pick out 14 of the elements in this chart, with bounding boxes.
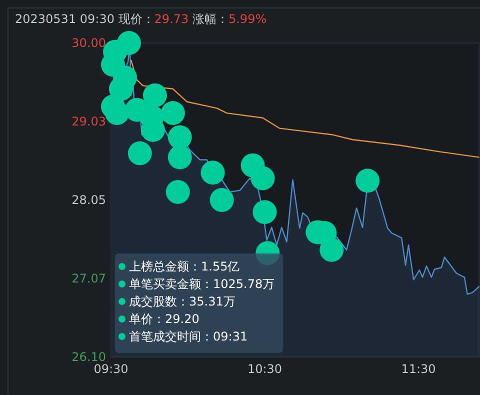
x-tick-label: 11:30 bbox=[401, 362, 436, 376]
y-tick-label: 30.00 bbox=[72, 36, 106, 50]
annotation: 首笔成交时间：09:31 bbox=[129, 330, 248, 344]
y-tick-label: 27.07 bbox=[72, 272, 106, 286]
x-tick-label: 10:30 bbox=[247, 362, 282, 376]
annotation: 上榜总金额：1.55亿 bbox=[129, 260, 240, 274]
y-tick-label: 26.10 bbox=[72, 350, 106, 364]
y-tick-label: 28.05 bbox=[72, 193, 106, 207]
annotation: 成交股数：35.31万 bbox=[129, 294, 236, 308]
x-tick-label: 09:30 bbox=[94, 362, 128, 376]
annotation: 单价：29.20 bbox=[129, 312, 200, 326]
title: 20230531 09:30 现价：29.73 涨幅：5.99% bbox=[15, 12, 267, 26]
annotation: 单笔买卖金额：1025.78万 bbox=[129, 277, 275, 291]
y-tick-label: 29.03 bbox=[72, 114, 106, 128]
